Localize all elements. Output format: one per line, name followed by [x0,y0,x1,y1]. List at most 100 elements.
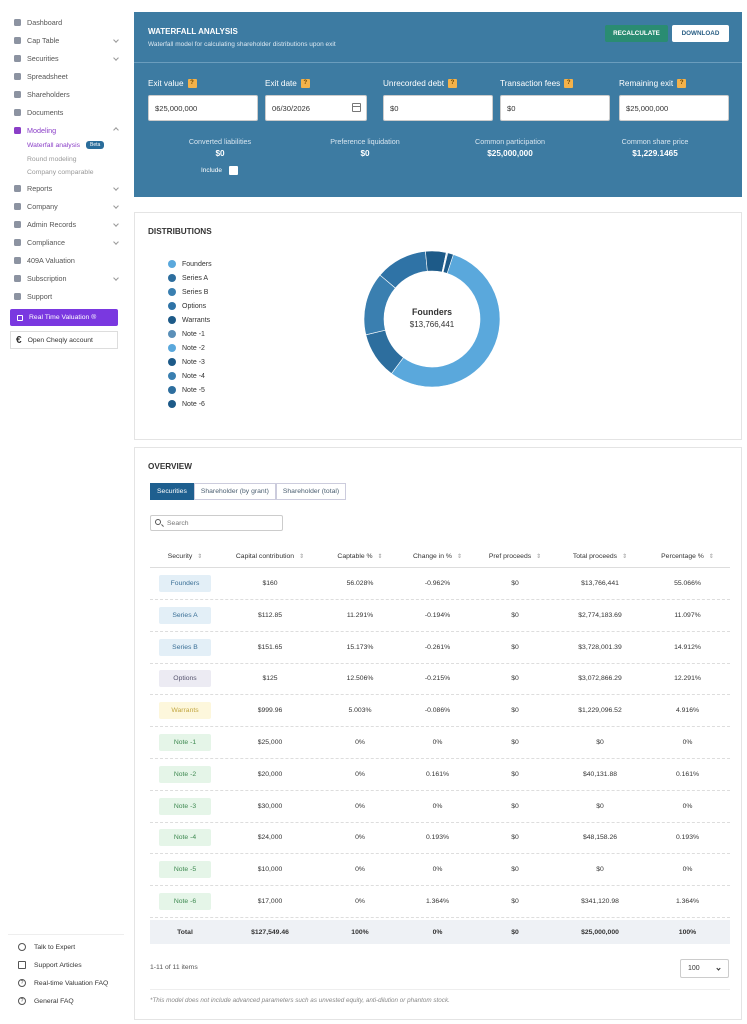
calendar-icon[interactable] [352,103,361,112]
table-row[interactable]: Options $125 12.506% -0.215% $0 $3,072,866.29… [150,663,730,696]
legend-item[interactable]: Series A [168,273,208,283]
sidebar-item-support[interactable]: Support [14,289,122,303]
table-row[interactable]: Founders $160 56.028% -0.962% $0 $13,766,441 5… [150,568,730,600]
sidebar-sub-round-modeling[interactable]: Round modeling [27,153,77,165]
column-header-pref-proceeds[interactable]: Pref proceeds ⇕ [475,553,555,560]
legend-label: Warrants [182,316,211,324]
sidebar-item-cap-table[interactable]: Cap Table [14,33,122,47]
security-badge[interactable]: Note -6 [159,893,211,910]
cell-pref: $0 [511,643,519,651]
legend-item[interactable]: Warrants [168,315,210,325]
legend-item[interactable]: Note -4 [168,371,205,381]
search-input[interactable] [150,515,283,531]
page-size-value: 100 [688,965,700,972]
help-icon[interactable]: ? [187,79,197,88]
help-icon[interactable]: ? [564,79,574,88]
sidebar-item-admin-records[interactable]: Admin Records [14,217,122,231]
sidebar-item-dashboard[interactable]: Dashboard [14,15,122,29]
table-row[interactable]: Series B $151.65 15.173% -0.261% $0 $3,728,00… [150,632,730,664]
column-header-change[interactable]: Change in % ⇕ [400,553,475,560]
footer-link-real-time-valuation-faq[interactable]: ? Real-time Valuation FAQ [18,977,108,989]
column-header-security[interactable]: Security ⇕ [150,553,220,560]
sidebar-item-shareholders[interactable]: Shareholders [14,87,122,101]
exit-date-input[interactable] [265,95,367,121]
column-header-total-proceeds[interactable]: Total proceeds ⇕ [555,553,645,560]
sidebar-item-reports[interactable]: Reports [14,181,122,195]
donut-slice-note-6[interactable] [442,252,454,274]
legend-item[interactable]: Note -5 [168,385,205,395]
exit-value-input[interactable] [148,95,258,121]
sidebar-item-modeling[interactable]: Modeling [14,123,122,137]
sidebar-item-spreadsheet[interactable]: Spreadsheet [14,69,122,83]
footer-link-support-articles[interactable]: Support Articles [18,959,82,971]
sidebar-item-company[interactable]: Company [14,199,122,213]
table-row[interactable]: Series A $112.85 11.291% -0.194% $0 $2,774,18… [150,600,730,632]
transaction-fees-input[interactable] [500,95,610,121]
remaining-exit-input[interactable] [619,95,729,121]
table-row[interactable]: Note -3 $30,000 0% 0% $0 $0 0% [150,791,730,823]
company-icon [14,202,21,210]
security-badge[interactable]: Note -2 [159,765,211,783]
donut-center-label: Founders [412,307,452,317]
page-size-select[interactable]: 100 [680,959,729,978]
cell-security: Note -5 [150,861,220,879]
legend-item[interactable]: Note -3 [168,357,205,367]
sub-item-label: Company comparable [27,168,94,176]
legend-item[interactable]: Note -1 [168,329,205,339]
security-badge[interactable]: Options [159,670,211,688]
help-icon[interactable]: ? [300,79,310,88]
legend-item[interactable]: Series B [168,287,208,297]
tab-shareholder-total[interactable]: Shareholder (total) [275,483,347,500]
column-header-percentage[interactable]: Percentage % ⇕ [645,553,730,560]
security-badge[interactable]: Note -1 [159,734,211,751]
table-row[interactable]: Note -1 $25,000 0% 0% $0 $0 0% [150,727,730,759]
tab-shareholder-by-grant[interactable]: Shareholder (by grant) [193,483,276,500]
security-badge[interactable]: Note -3 [159,797,211,815]
sidebar-item-securities[interactable]: Securities [14,51,122,65]
security-badge[interactable]: Note -4 [159,829,211,847]
sort-icon: ⇕ [197,554,203,560]
security-badge[interactable]: Founders [159,575,211,592]
legend-item[interactable]: Options [168,301,206,311]
sidebar-item-documents[interactable]: Documents [14,105,122,119]
table-row[interactable]: Warrants $999.96 5.003% -0.086% $0 $1,229,096… [150,695,730,728]
valuation-icon [14,256,21,264]
book-icon [18,961,26,969]
security-badge[interactable]: Note -5 [159,861,211,879]
open-cheqly-account-button[interactable]: € Open Cheqly account [10,331,118,349]
security-badge[interactable]: Warrants [159,702,211,720]
footer-link-talk-to-expert[interactable]: Talk to Expert [18,941,75,953]
table-row[interactable]: Note -5 $10,000 0% 0% $0 $0 0% [150,854,730,887]
sidebar-item-compliance[interactable]: Compliance [14,235,122,249]
donut-slice-founders[interactable] [391,254,501,388]
real-time-valuation-button[interactable]: Real Time Valuation ® [10,309,118,326]
security-badge[interactable]: Series A [159,606,211,624]
table-row[interactable]: Note -6 $17,000 0% 1.364% $0 $341,120.98 1.364… [150,886,730,918]
sidebar-sub-waterfall-analysis[interactable]: Waterfall analysis Beta [27,139,105,151]
cell-change: 0% [432,802,443,810]
unrecorded-debt-input[interactable] [383,95,493,121]
download-button[interactable]: DOWNLOAD [672,25,729,42]
table-row[interactable]: Note -4 $24,000 0% 0.193% $0 $48,158.26 0.193% [150,822,730,855]
help-icon[interactable]: ? [677,79,687,88]
legend-item[interactable]: Note -2 [168,343,205,353]
sidebar-sub-company-comparable[interactable]: Company comparable [27,166,94,178]
beta-badge: Beta [86,141,105,149]
column-header-captable[interactable]: Captable % ⇕ [320,553,400,560]
cell-pref: $0 [511,866,519,874]
legend-dot-icon [168,372,176,380]
legend-item[interactable]: Note -6 [168,399,205,409]
include-checkbox[interactable] [229,166,238,175]
help-icon[interactable]: ? [448,79,457,88]
recalculate-button[interactable]: RECALCULATE [605,25,668,42]
security-badge[interactable]: Series B [159,638,211,656]
column-header-capital-contribution[interactable]: Capital contribution ⇕ [220,553,320,560]
sort-icon: ⇕ [536,554,542,560]
footer-link-general-faq[interactable]: ? General FAQ [18,995,74,1007]
legend-item[interactable]: Founders [168,259,212,269]
sort-icon: ⇕ [622,554,628,560]
table-row[interactable]: Note -2 $20,000 0% 0.161% $0 $40,131.88 0.161% [150,759,730,791]
sidebar-item-subscription[interactable]: Subscription [14,271,122,285]
sidebar-item-409a-valuation[interactable]: 409A Valuation [14,253,122,267]
tab-securities[interactable]: Securities [150,483,194,500]
